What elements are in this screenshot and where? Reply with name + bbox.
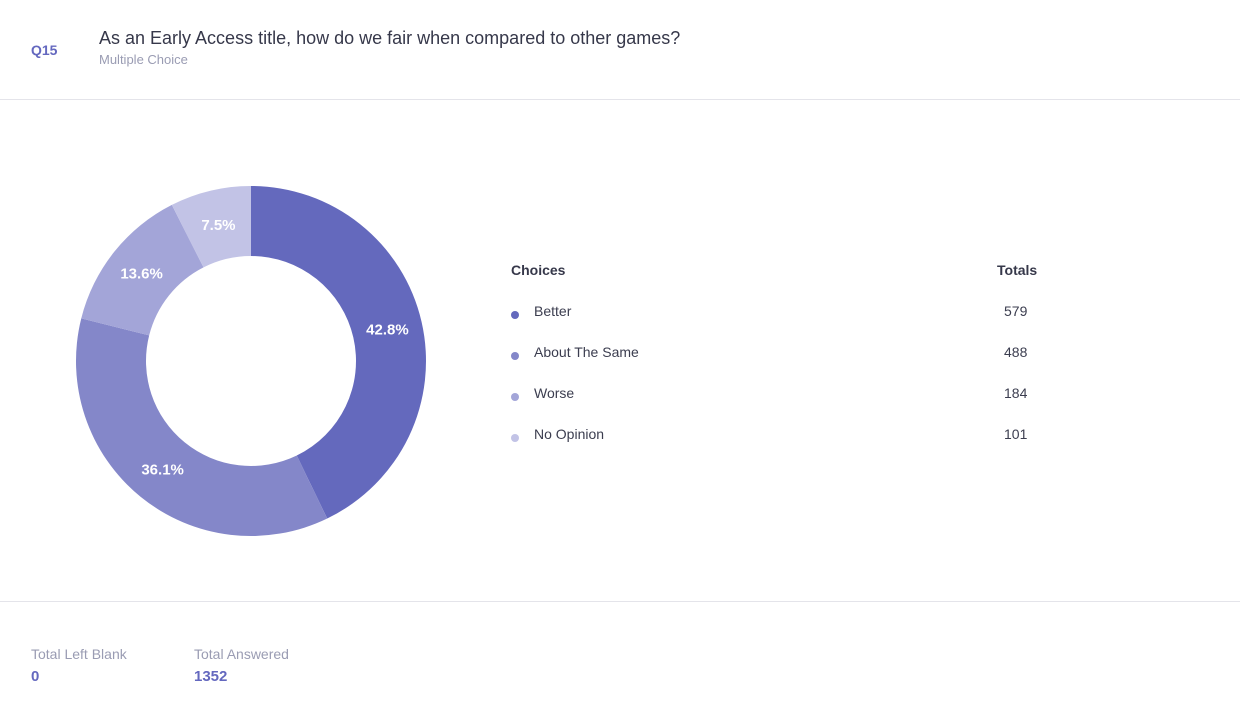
left-blank-stat: Total Left Blank 0 xyxy=(31,646,127,685)
legend-total-value: 488 xyxy=(1004,344,1028,360)
legend-row: Better 579 xyxy=(511,290,1051,331)
donut-chart-svg: 42.8% 36.1% 13.6% 7.5% xyxy=(76,186,427,536)
legend-table: Choices Totals Better 579 About The Same 48… xyxy=(511,260,1051,454)
answered-value: 1352 xyxy=(194,668,228,685)
donut-slice-no-opinion xyxy=(171,186,251,268)
question-title: As an Early Access title, how do we fair… xyxy=(99,28,681,48)
legend-row: No Opinion 101 xyxy=(511,413,1051,454)
question-header: Q15 As an Early Access title, how do we … xyxy=(0,0,1240,100)
legend-dot-icon xyxy=(511,434,519,442)
donut-chart: 42.8% 36.1% 13.6% 7.5% xyxy=(70,180,432,542)
donut-percent-label: 42.8% xyxy=(366,322,409,339)
legend-dot-icon xyxy=(511,393,519,401)
choices-header: Choices xyxy=(511,262,566,278)
left-blank-label: Total Left Blank xyxy=(31,646,127,662)
legend-choice-label: Better xyxy=(534,303,572,319)
legend-row: Worse 184 xyxy=(511,372,1051,413)
legend-total-value: 579 xyxy=(1004,303,1028,319)
donut-percent-label: 7.5% xyxy=(201,217,235,234)
legend-header: Choices Totals xyxy=(511,260,1051,290)
legend-choice-label: No Opinion xyxy=(534,426,605,442)
donut-slice-worse xyxy=(81,204,204,336)
donut-slice-better xyxy=(251,186,427,519)
legend-rows: Better 579 About The Same 488 Worse 184 No Opi… xyxy=(511,290,1051,454)
totals-header: Totals xyxy=(997,262,1038,278)
legend-dot-icon xyxy=(511,311,519,319)
legend-choice-label: About The Same xyxy=(534,344,639,360)
legend-dot-icon xyxy=(511,352,519,360)
donut-percent-label: 36.1% xyxy=(141,462,184,479)
legend-row: About The Same 488 xyxy=(511,331,1051,372)
left-blank-value: 0 xyxy=(31,668,40,685)
legend-total-value: 101 xyxy=(1004,426,1028,442)
question-type: Multiple Choice xyxy=(99,52,188,67)
question-number: Q15 xyxy=(31,42,58,58)
summary-footer: Total Left Blank 0 Total Answered 1352 xyxy=(0,601,1240,727)
answered-label: Total Answered xyxy=(194,646,289,662)
answered-stat: Total Answered 1352 xyxy=(194,646,289,685)
donut-percent-label: 13.6% xyxy=(120,266,163,283)
legend-choice-label: Worse xyxy=(534,385,575,401)
legend-total-value: 184 xyxy=(1004,385,1028,401)
donut-slice-about-the-same xyxy=(76,318,328,536)
